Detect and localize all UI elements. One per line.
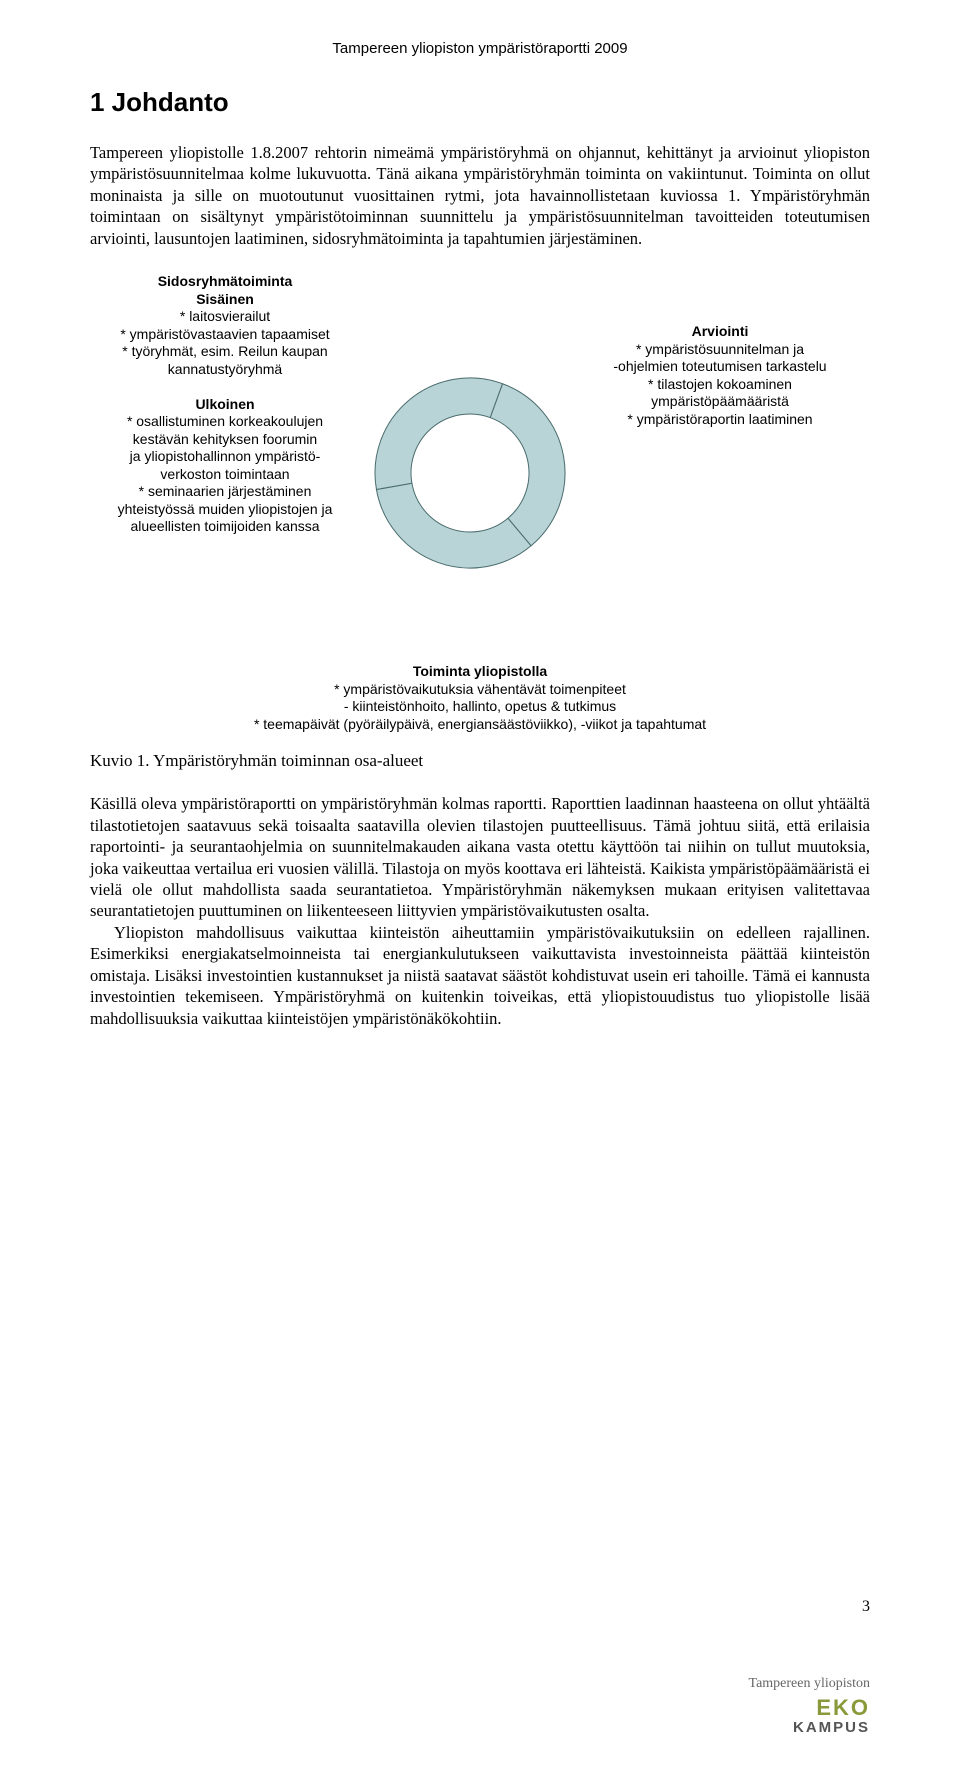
left-line: verkoston toimintaan bbox=[90, 466, 360, 484]
para3-text: Yliopiston mahdollisuus vaikuttaa kiinte… bbox=[90, 922, 870, 1029]
cycle-diagram: Sidosryhmätoiminta Sisäinen * laitosvier… bbox=[90, 273, 870, 733]
document-page: Tampereen yliopiston ympäristöraportti 2… bbox=[0, 0, 960, 1766]
footer-block: Tampereen yliopiston EKO KAMPUS bbox=[749, 1676, 871, 1736]
diagram-bottom-block: Toiminta yliopistolla * ympäristövaikutu… bbox=[170, 663, 790, 733]
arc-segment-left bbox=[360, 371, 517, 489]
bottom-title: Toiminta yliopistolla bbox=[170, 663, 790, 681]
left-line: alueellisten toimijoiden kanssa bbox=[90, 518, 360, 536]
footer-label: Tampereen yliopiston bbox=[749, 1676, 871, 1692]
left-line: * ympäristövastaavien tapaamiset bbox=[90, 326, 360, 344]
right-line: ympäristöpäämääristä bbox=[570, 393, 870, 411]
left-sub1: Sisäinen bbox=[90, 291, 360, 309]
left-title: Sidosryhmätoiminta bbox=[90, 273, 360, 291]
right-line: -ohjelmien toteutumisen tarkastelu bbox=[570, 358, 870, 376]
left-line: yhteistyössä muiden yliopistojen ja bbox=[90, 501, 360, 519]
right-line: * ympäristösuunnitelman ja bbox=[570, 341, 870, 359]
left-line: * seminaarien järjestäminen bbox=[90, 483, 360, 501]
heading-1: 1 Johdanto bbox=[90, 87, 870, 118]
left-line: * osallistuminen korkeakoulujen bbox=[90, 413, 360, 431]
logo-eko: EKO bbox=[749, 1698, 871, 1719]
bottom-line: - kiinteistönhoito, hallinto, opetus & t… bbox=[170, 698, 790, 716]
logo-kampus: KAMPUS bbox=[749, 1719, 871, 1736]
left-line: kestävän kehityksen foorumin bbox=[90, 431, 360, 449]
running-header: Tampereen yliopiston ympäristöraportti 2… bbox=[90, 40, 870, 57]
diagram-right-block: Arviointi * ympäristösuunnitelman ja -oh… bbox=[570, 323, 870, 428]
left-sub2: Ulkoinen bbox=[90, 396, 360, 414]
bottom-line: * ympäristövaikutuksia vähentävät toimen… bbox=[170, 681, 790, 699]
figure-caption: Kuvio 1. Ympäristöryhmän toiminnan osa-a… bbox=[90, 751, 870, 771]
para2-text: Käsillä oleva ympäristöraportti on ympär… bbox=[90, 794, 870, 920]
left-line: * laitosvierailut bbox=[90, 308, 360, 326]
left-line: kannatustyöryhmä bbox=[90, 361, 360, 379]
cycle-arcs-svg bbox=[340, 343, 600, 603]
right-line: * ympäristöraportin laatiminen bbox=[570, 411, 870, 429]
diagram-left-block: Sidosryhmätoiminta Sisäinen * laitosvier… bbox=[90, 273, 360, 536]
right-title: Arviointi bbox=[570, 323, 870, 341]
left-line: * työryhmät, esim. Reilun kaupan bbox=[90, 343, 360, 361]
paragraph-intro: Tampereen yliopistolle 1.8.2007 rehtorin… bbox=[90, 142, 870, 249]
right-line: * tilastojen kokoaminen bbox=[570, 376, 870, 394]
left-line: ja yliopistohallinnon ympäristö- bbox=[90, 448, 360, 466]
page-number: 3 bbox=[862, 1598, 870, 1616]
bottom-line: * teemapäivät (pyöräilypäivä, energiansä… bbox=[170, 716, 790, 734]
paragraph-2: Käsillä oleva ympäristöraportti on ympär… bbox=[90, 793, 870, 1029]
eko-kampus-logo: EKO KAMPUS bbox=[749, 1698, 871, 1736]
